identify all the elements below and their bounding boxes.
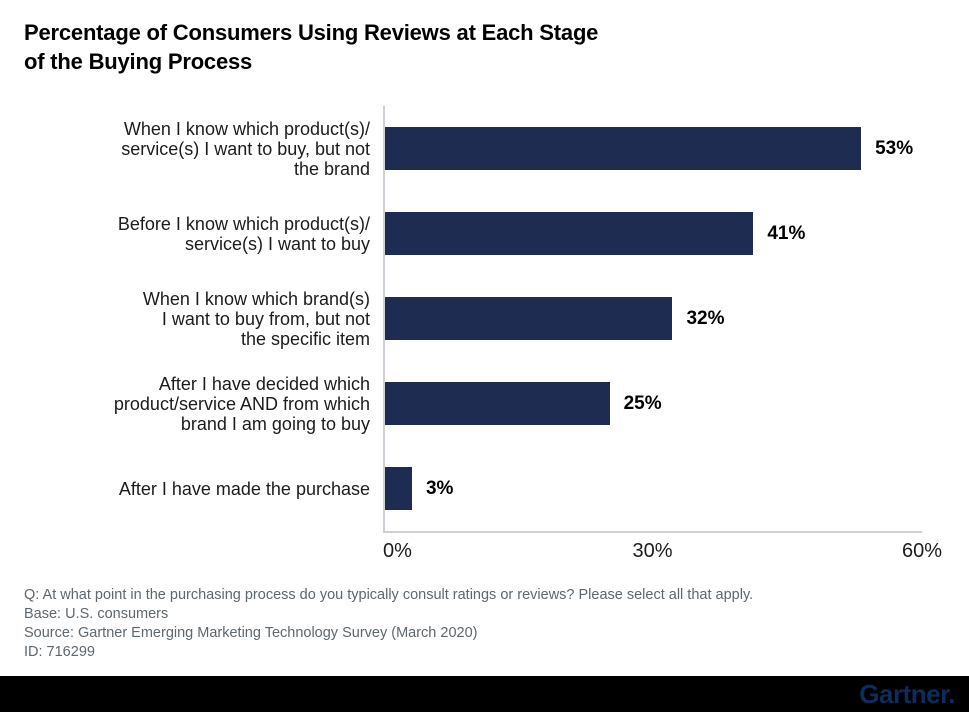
value-label: 53%: [875, 137, 914, 159]
x-axis-ticks: 0% 30% 60%: [383, 540, 942, 566]
plot-area: 53% 41% 32% 25% 3% 0% 30% 60%: [383, 106, 969, 566]
bar: [385, 212, 754, 255]
bar-row: 53%: [385, 106, 969, 191]
value-label: 41%: [767, 222, 806, 244]
value-label: 3%: [425, 477, 454, 499]
footnotes: Q: At what point in the purchasing proce…: [24, 586, 954, 662]
gartner-logo: Gartner.: [859, 678, 955, 709]
footnote-id: ID: 716299: [24, 644, 95, 660]
category-label: After I have made the purchase: [118, 478, 370, 499]
x-tick-label: 60%: [901, 540, 943, 562]
category-labels: When I know which product(s)/ service(s)…: [24, 106, 370, 531]
category-label: When I know which brand(s) I want to buy…: [142, 288, 370, 349]
x-tick-label: 0%: [383, 540, 412, 562]
footnote-source: Source: Gartner Emerging Marketing Techn…: [24, 625, 478, 641]
bar-chart: When I know which product(s)/ service(s)…: [24, 106, 969, 566]
bar-row: 25%: [385, 361, 969, 446]
bar-rows: 53% 41% 32% 25% 3%: [383, 106, 922, 533]
bar: [385, 127, 862, 170]
footnote-base: Base: U.S. consumers: [24, 606, 169, 622]
chart-title: Percentage of Consumers Using Reviews at…: [24, 20, 599, 74]
bar-row: 41%: [385, 191, 969, 276]
brand-bar: Gartner.: [0, 676, 969, 712]
footnote-question: Q: At what point in the purchasing proce…: [24, 587, 754, 603]
category-label: When I know which product(s)/ service(s)…: [121, 118, 370, 179]
category-label: After I have decided which product/servi…: [113, 373, 370, 434]
bar-row: 3%: [385, 446, 969, 531]
value-label: 25%: [623, 392, 662, 414]
category-label: Before I know which product(s)/ service(…: [117, 213, 370, 254]
value-label: 32%: [686, 307, 725, 329]
bar-row: 32%: [385, 276, 969, 361]
bar: [385, 382, 610, 425]
bar: [385, 297, 673, 340]
bar: [385, 467, 412, 510]
x-tick-label: 30%: [632, 540, 673, 562]
